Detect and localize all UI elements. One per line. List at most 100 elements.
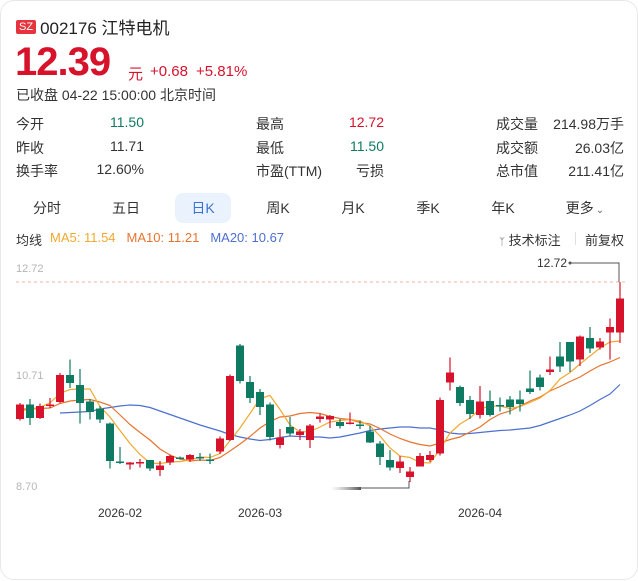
ma-legend-label: 均线 [16, 233, 43, 248]
low-label: 最低 [256, 140, 284, 156]
candle [406, 471, 414, 477]
candle [486, 401, 494, 415]
candle [276, 437, 284, 445]
x-tick-apr: 2026-04 [458, 506, 502, 520]
candle [306, 425, 314, 440]
tab-more[interactable]: 更多 ⌄ [556, 193, 614, 223]
y-tick-mid: 10.71 [16, 370, 44, 382]
candle [556, 356, 564, 367]
candle [106, 423, 114, 461]
low-value: 11.50 [350, 138, 384, 154]
tab-more-label: 更多 [565, 200, 594, 216]
ma-legend: 均线 MA5: 11.54 MA10: 11.21 MA20: 10.67 [16, 230, 284, 249]
candle [336, 422, 344, 426]
open-value: 11.50 [110, 114, 144, 130]
candle [116, 461, 124, 463]
candle [246, 382, 254, 398]
candle [436, 400, 444, 454]
candle [476, 401, 484, 415]
candles [16, 282, 624, 482]
min-marker-line [359, 481, 410, 489]
candle [236, 345, 244, 381]
high-label: 最高 [256, 116, 284, 132]
tab-quarterly-k[interactable]: 季K [416, 200, 440, 216]
candle [466, 400, 474, 414]
candle [616, 298, 624, 333]
pe-value: 亏损 [356, 163, 384, 179]
candle [396, 461, 404, 468]
candle [36, 406, 44, 418]
candle [456, 387, 464, 403]
candle [256, 392, 264, 407]
candle [446, 372, 454, 383]
amount-value: 26.03亿 [574, 140, 624, 156]
max-marker-line [571, 262, 620, 282]
ma20-value: MA20: 10.67 [210, 230, 285, 245]
pe-label: 市盈(TTM) [256, 163, 323, 179]
price-change-percent: +5.81% [196, 63, 248, 80]
candle [506, 399, 514, 407]
candle [346, 422, 354, 424]
tab-five-day[interactable]: 五日 [112, 200, 140, 216]
candle [586, 338, 594, 349]
tab-daily-k[interactable]: 日K [175, 193, 231, 223]
candle [26, 404, 34, 418]
eye-closed-icon: ᛉ [499, 237, 505, 248]
max-marker-label: 12.72 [537, 256, 567, 270]
candle [356, 424, 364, 426]
candle [576, 336, 584, 360]
candle [76, 385, 84, 403]
candle [86, 401, 94, 412]
volume-label: 成交量 [496, 116, 538, 132]
current-price: 12.39 [15, 40, 111, 84]
ma5-value: MA5: 11.54 [50, 230, 116, 245]
tech-annotation-toggle[interactable]: ᛉ 技术标注 [499, 230, 561, 249]
period-tabs: 分时 五日 日K 周K 月K 季K 年K 更多 ⌄ [1, 193, 638, 223]
market-cap-label: 总市值 [496, 163, 538, 179]
tab-weekly-k[interactable]: 周K [266, 200, 290, 216]
tab-yearly-k[interactable]: 年K [491, 200, 515, 216]
prev-close-label: 昨收 [16, 140, 44, 156]
candle [206, 459, 214, 461]
candle [376, 443, 384, 457]
candle [426, 455, 434, 460]
candle [56, 375, 64, 402]
candle [146, 460, 154, 469]
candle [46, 404, 54, 406]
tab-intraday[interactable]: 分时 [33, 200, 61, 216]
y-tick-bottom: 8.70 [16, 481, 37, 493]
stock-title[interactable]: 002176 江特电机 [40, 19, 170, 38]
candle [536, 377, 544, 387]
divider [575, 232, 576, 245]
turnover-label: 换手率 [16, 163, 58, 179]
max-marker-dot [568, 261, 572, 265]
candle [596, 341, 604, 348]
adjust-button[interactable]: 前复权 [585, 233, 625, 248]
exchange-badge: SZ [16, 19, 37, 34]
candle [326, 416, 334, 420]
candle [226, 376, 234, 440]
tab-monthly-k[interactable]: 月K [341, 200, 365, 216]
candle [416, 456, 424, 467]
market-cap-value: 211.41亿 [568, 163, 624, 179]
amount-label: 成交额 [496, 140, 538, 156]
candle [266, 404, 274, 437]
candle [136, 462, 144, 464]
candle [606, 327, 614, 333]
candle [16, 404, 24, 419]
candle [126, 462, 134, 465]
candle [166, 456, 174, 463]
min-marker-fade [331, 487, 361, 490]
candle [156, 465, 164, 470]
x-tick-feb: 2026-02 [98, 506, 142, 520]
candle [66, 375, 74, 383]
tech-annotation-label: 技术标注 [508, 233, 561, 248]
chevron-down-icon: ⌄ [595, 205, 605, 216]
candle [526, 388, 534, 392]
price-change: +0.68 [150, 63, 188, 80]
candle [516, 399, 524, 404]
open-label: 今开 [16, 116, 44, 132]
price-unit: 元 [128, 66, 144, 83]
y-tick-top: 12.72 [16, 263, 44, 275]
